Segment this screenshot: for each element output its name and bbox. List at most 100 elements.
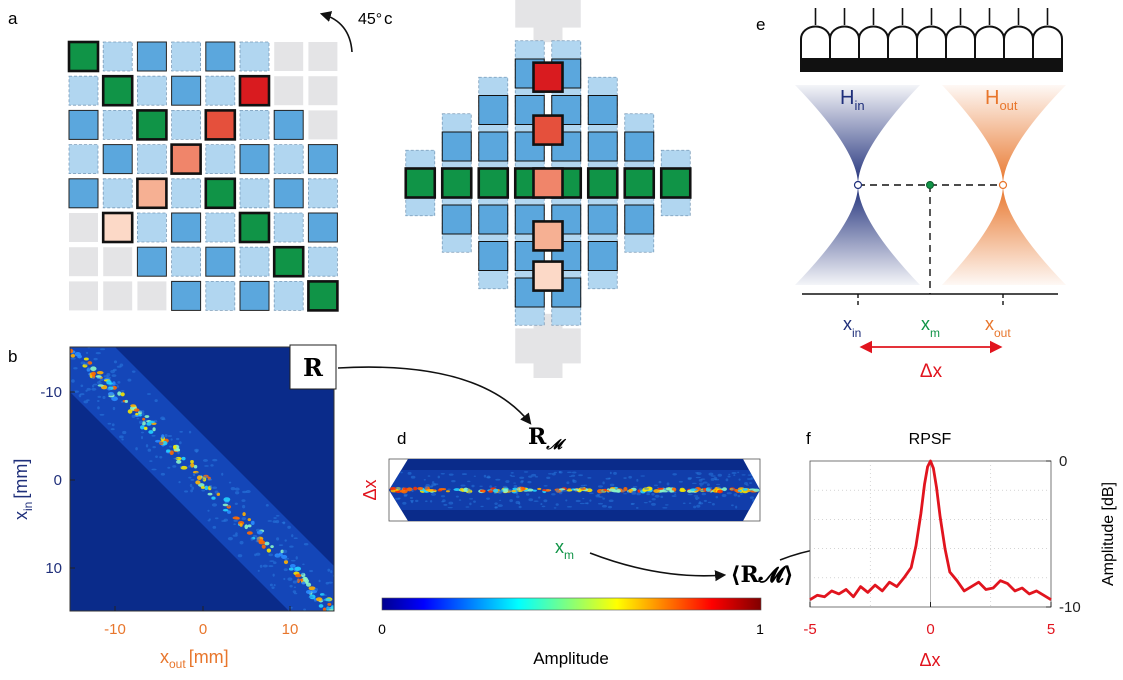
- diamond-red-cell: [532, 61, 564, 93]
- diamond-red-cell: [532, 220, 564, 252]
- colorbar-max: 1: [756, 621, 764, 637]
- point-m: [926, 181, 934, 189]
- diamond-cell: [478, 131, 509, 162]
- panel-b-xlabel: xout [mm]: [160, 647, 229, 671]
- probe-element: [887, 25, 918, 58]
- delta-label: Δx: [920, 361, 943, 382]
- probe-element: [858, 25, 889, 58]
- chart-title: RPSF: [909, 431, 952, 448]
- x-tick-label: 0: [926, 621, 934, 638]
- grid-cell: [171, 280, 202, 311]
- grid-cell: [205, 246, 236, 277]
- matrix-label-box: R: [289, 344, 337, 390]
- grid-cell: [239, 110, 270, 140]
- diamond-cell: [586, 167, 619, 199]
- grid-cell: [273, 280, 304, 311]
- x-tick-label: 10: [282, 621, 299, 638]
- probe-element: [800, 25, 831, 58]
- grid-cell: [239, 178, 270, 209]
- x-tick-label: 5: [1047, 621, 1055, 638]
- ghost-cell: [551, 328, 581, 364]
- point-in: [853, 180, 863, 190]
- panel-label-a: a: [8, 9, 18, 28]
- grid-cell: [239, 246, 270, 277]
- grid-cell: [137, 281, 167, 311]
- h-out-label: Hout: [985, 87, 1018, 113]
- grid-cell: [101, 211, 134, 244]
- diamond-cell: [478, 204, 509, 235]
- grid-cell: [274, 42, 304, 71]
- panel-d-matrix: R𝓜 Δx xm: [360, 424, 761, 562]
- point-out: [998, 180, 1008, 190]
- arrow-xm-to-mean: [589, 552, 727, 582]
- grid-cell: [239, 280, 270, 311]
- grid-cell: [205, 280, 236, 311]
- y-tick-label: -10: [1059, 599, 1081, 616]
- ghost-cell: [515, 0, 545, 28]
- diamond-red-cell: [532, 114, 564, 146]
- grid-cell: [136, 212, 167, 243]
- grid-cell: [307, 178, 338, 209]
- grid-cell: [102, 110, 133, 140]
- diamond-red-cell: [532, 167, 564, 199]
- grid-cell: [205, 212, 236, 243]
- grid-cell: [136, 109, 168, 141]
- panel-b-ylabel: xin[mm]: [11, 459, 35, 520]
- chart-xlabel: Δx: [919, 650, 940, 670]
- grid-cell: [272, 245, 305, 278]
- rotation-label: 45°: [358, 11, 382, 28]
- grid-cell: [67, 40, 100, 73]
- diamond-cell: [587, 241, 618, 271]
- diamond-cell: [623, 167, 656, 199]
- grid-cell: [103, 281, 133, 311]
- diamond-cell: [587, 131, 618, 162]
- arrow-r-to-rm: [337, 366, 532, 425]
- grid-cell: [239, 41, 270, 72]
- diamond-cell: [404, 167, 437, 199]
- grid-cell: [68, 109, 99, 140]
- panel-c-diamond: [404, 0, 692, 378]
- plot-grid: [810, 461, 1051, 607]
- probe-element: [1032, 25, 1063, 58]
- rm-speckle: [389, 471, 760, 509]
- diamond-red-cell: [532, 260, 564, 292]
- chart-ylabel: Amplitude [dB]: [1100, 482, 1117, 586]
- probe-element: [1003, 25, 1034, 58]
- diamond-cell: [441, 204, 472, 235]
- probe-base: [800, 58, 1063, 72]
- grid-cell: [239, 144, 270, 175]
- panel-label-c: c: [384, 9, 393, 28]
- probe-element: [945, 25, 976, 58]
- panel-f-chart: RPSF -5 0 5 0 -10 Δx Amplitude [dB]: [803, 431, 1117, 670]
- grid-cell: [205, 144, 236, 175]
- grid-cell: [69, 281, 98, 311]
- colorbar-min: 0: [378, 621, 386, 637]
- grid-cell: [171, 178, 202, 209]
- grid-cell: [136, 246, 167, 277]
- grid-cell: [171, 246, 202, 277]
- diamond-cell: [477, 167, 510, 199]
- colorbar-gradient: [381, 597, 762, 611]
- grid-cell: [273, 212, 304, 243]
- probe-element: [916, 25, 947, 58]
- grid-cell: [308, 110, 338, 140]
- probe-element: [974, 25, 1005, 58]
- panel-d-ylabel: Δx: [360, 479, 380, 500]
- h-in-label: Hin: [840, 87, 865, 113]
- grid-cell: [68, 178, 99, 209]
- grid-cell: [136, 177, 168, 210]
- grid-cell: [238, 211, 271, 244]
- diamond-cell: [587, 204, 618, 235]
- grid-cell: [171, 41, 202, 72]
- grid-cell: [238, 74, 271, 107]
- panel-d-xlabel: xm: [555, 537, 574, 562]
- grid-cell: [103, 247, 133, 277]
- x-out-label: xout: [985, 314, 1011, 340]
- diamond-cell: [478, 241, 509, 271]
- diamond-cell: [624, 131, 655, 162]
- grid-cell: [68, 75, 99, 106]
- grid-cell: [101, 74, 134, 107]
- diamond-cell: [440, 167, 473, 199]
- grid-cell: [307, 144, 338, 175]
- probe-array: [800, 8, 1063, 72]
